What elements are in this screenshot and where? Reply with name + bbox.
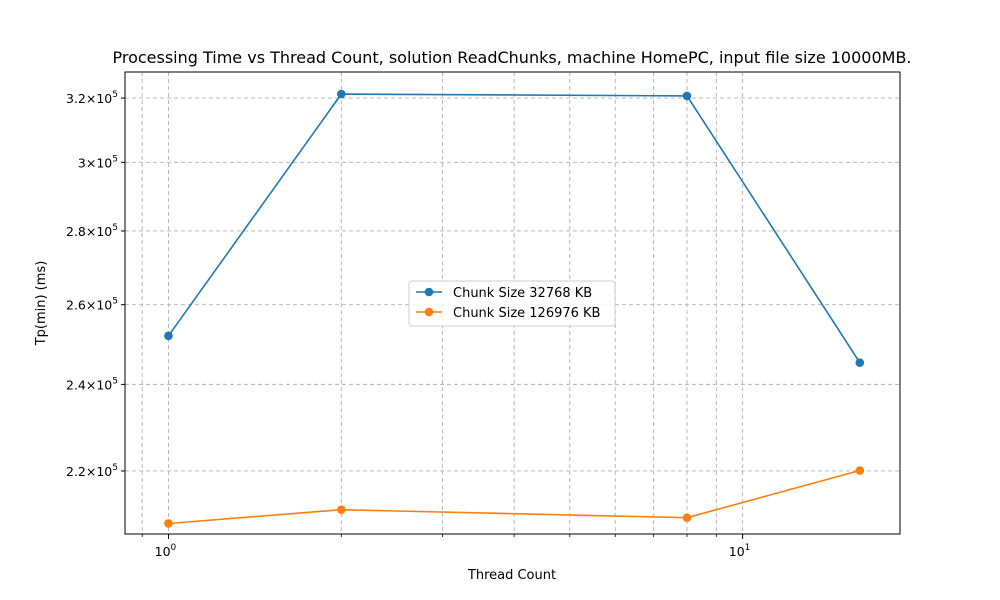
data-point — [337, 89, 346, 99]
y-tick-label-exponent: 5 — [112, 223, 118, 233]
y-axis-label: Tp(min) (ms) — [34, 261, 49, 347]
y-tick-label-exponent: 5 — [112, 154, 118, 164]
y-tick-label-exponent: 5 — [112, 376, 118, 386]
data-point — [682, 91, 692, 101]
y-tick-label: 2.6×105 — [66, 297, 118, 313]
x-tick-label-exponent: 0 — [171, 543, 177, 553]
x-axis-label: Thread Count — [467, 568, 556, 583]
plot-frame — [124, 71, 901, 535]
legend-swatch-marker — [424, 307, 434, 317]
y-tick-label: 2.8×105 — [66, 223, 118, 239]
series-line-2 — [168, 469, 861, 525]
chart-title: Processing Time vs Thread Count, solutio… — [112, 48, 911, 67]
legend-box — [408, 280, 616, 327]
y-tick-label: 2.2×105 — [66, 463, 118, 479]
data-point — [164, 519, 173, 528]
y-tick-label: 2.4×105 — [66, 376, 118, 392]
legend-label: Chunk Size 126976 KB — [453, 306, 600, 321]
data-point — [682, 513, 692, 523]
series-line-1 — [167, 93, 861, 364]
series-layer — [164, 89, 865, 528]
y-tick-label-exponent: 5 — [112, 90, 118, 100]
y-tick-label-exponent: 5 — [112, 297, 118, 307]
y-tick-label: 3.2×105 — [66, 90, 118, 106]
y-tick-label-exponent: 5 — [112, 463, 118, 473]
data-point — [164, 331, 173, 341]
x-tick-label-exponent: 1 — [745, 543, 751, 553]
legend-label: Chunk Size 32768 KB — [453, 286, 592, 301]
data-point — [855, 358, 865, 367]
ticks: 100 1012.2×1052.4×1052.6×1052.8×1053×1053… — [66, 90, 750, 559]
y-tick-label: 3×105 — [78, 154, 118, 170]
legend: Chunk Size 32768 KB Chunk Size 126976 KB — [408, 280, 616, 327]
data-point — [337, 505, 346, 515]
data-point — [855, 466, 865, 475]
legend-swatch-marker — [424, 287, 434, 297]
